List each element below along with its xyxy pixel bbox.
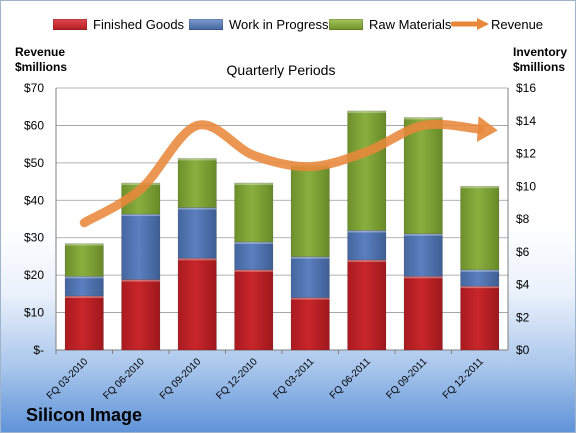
legend-swatch-finished-goods	[53, 18, 87, 30]
chart-title: Quarterly Periods	[226, 62, 336, 78]
y-right-tick-label: $12	[516, 147, 536, 161]
y-right-tick-label: $0	[516, 343, 530, 357]
legend-swatch-revenue	[451, 18, 489, 30]
legend-label-finished-goods: Finished Goods	[93, 16, 185, 32]
legend-swatch-work-in-progress	[189, 18, 223, 30]
bar-top-highlight	[404, 276, 443, 279]
bar-top-highlight	[178, 207, 217, 210]
left-axis-title: Revenue $millions	[15, 45, 67, 75]
y-left-tick-label: $40	[24, 193, 44, 207]
bar-finished-goods	[64, 295, 104, 351]
legend-label-raw-materials: Raw Materials	[369, 16, 452, 32]
bar-raw-materials	[347, 110, 387, 231]
bar-work-in-progress	[64, 276, 104, 297]
bar-top-highlight	[234, 241, 273, 244]
y-left-tick-label: $70	[24, 81, 44, 95]
legend-item-finished-goods: Finished Goods	[53, 15, 184, 33]
bar-work-in-progress	[234, 241, 274, 271]
bar-top-highlight	[347, 110, 386, 113]
x-tick-label: FQ 09-2011	[384, 356, 429, 401]
y-left-tick-label: $-	[33, 343, 44, 357]
legend-swatch-raw-materials	[329, 18, 363, 30]
bar-top-highlight	[178, 258, 217, 261]
bar-raw-materials	[290, 164, 330, 257]
bar-top-highlight	[65, 243, 104, 246]
bar-raw-materials	[234, 182, 274, 243]
bar-work-in-progress	[460, 269, 500, 287]
y-left-tick-label: $10	[24, 306, 44, 320]
x-tick-label: FQ 09-2010	[158, 356, 204, 401]
bar-finished-goods	[234, 269, 274, 351]
bar-top-highlight	[347, 230, 386, 233]
revenue-line	[79, 119, 485, 228]
bar-finished-goods	[121, 279, 161, 351]
chart-plot: $- $10 $20 $30 $40 $50 $60 $70 $0 $2 $4 $6 $8 $10 $12 $…	[24, 81, 536, 401]
x-tick-label: FQ 03-2011	[271, 356, 316, 401]
bar-raw-materials	[64, 243, 104, 277]
y-right-tick-label: $2	[516, 310, 530, 324]
y-right-tick-label: $10	[516, 179, 536, 193]
bar-top-highlight	[460, 269, 499, 272]
x-tick-label: FQ 06-2010	[101, 356, 147, 401]
bar-work-in-progress	[290, 256, 330, 298]
legend-item-revenue: Revenue	[451, 15, 543, 33]
bar-top-highlight	[291, 256, 330, 259]
bar-top-highlight	[347, 259, 386, 262]
y-right-tick-label: $16	[516, 81, 536, 95]
y-left-tick-label: $20	[24, 268, 44, 282]
y-right-tick-label: $14	[516, 114, 536, 128]
y-right-tick-label: $8	[516, 212, 530, 226]
x-tick-label: FQ 12-2010	[214, 356, 260, 401]
bar-finished-goods	[177, 258, 217, 351]
y-left-tick-label: $30	[24, 231, 44, 245]
legend-item-raw-materials: Raw Materials	[329, 15, 451, 33]
y-right-tick-label: $6	[516, 245, 530, 259]
right-axis-title-line2: $millions	[513, 60, 566, 74]
bar-top-highlight	[291, 297, 330, 300]
bar-top-highlight	[404, 117, 443, 120]
bar-finished-goods	[403, 276, 443, 351]
x-tick-label: FQ 06-2011	[328, 356, 373, 401]
y-right-tick-label: $4	[516, 278, 530, 292]
legend-item-work-in-progress: Work in Progress	[189, 15, 328, 33]
x-tick-label: FQ 12-2011	[441, 356, 486, 401]
bar-finished-goods	[460, 285, 500, 351]
bar-top-highlight	[65, 276, 104, 279]
right-axis-title: Inventory $millions	[513, 45, 567, 75]
y-left-tick-label: $60	[24, 118, 44, 132]
y-left-tick-label: $50	[24, 156, 44, 170]
legend-label-revenue: Revenue	[491, 16, 544, 32]
bar-top-highlight	[460, 186, 499, 189]
bar-top-highlight	[121, 279, 160, 282]
right-axis-title-line1: Inventory	[513, 45, 568, 59]
bar-raw-materials	[177, 158, 217, 208]
bar-raw-materials	[403, 117, 443, 234]
bar-top-highlight	[234, 182, 273, 185]
bar-finished-goods	[290, 297, 330, 351]
bar-raw-materials	[460, 186, 500, 271]
bar-top-highlight	[121, 214, 160, 217]
revenue-arrowhead	[476, 116, 498, 143]
bar-work-in-progress	[403, 233, 443, 277]
left-axis-title-line2: $millions	[15, 60, 68, 74]
left-axis-title-line1: Revenue	[15, 45, 66, 59]
company-name: Silicon Image	[26, 405, 143, 425]
bar-finished-goods	[347, 259, 387, 351]
bar-work-in-progress	[121, 213, 161, 280]
bar-top-highlight	[460, 286, 499, 289]
legend-label-work-in-progress: Work in Progress	[229, 16, 329, 32]
bar-top-highlight	[178, 158, 217, 161]
x-tick-label: FQ 03-2010	[45, 356, 91, 401]
bar-top-highlight	[404, 233, 443, 236]
bar-work-in-progress	[347, 230, 387, 261]
bar-top-highlight	[65, 295, 104, 298]
bar-work-in-progress	[177, 207, 217, 259]
bar-top-highlight	[234, 269, 273, 272]
